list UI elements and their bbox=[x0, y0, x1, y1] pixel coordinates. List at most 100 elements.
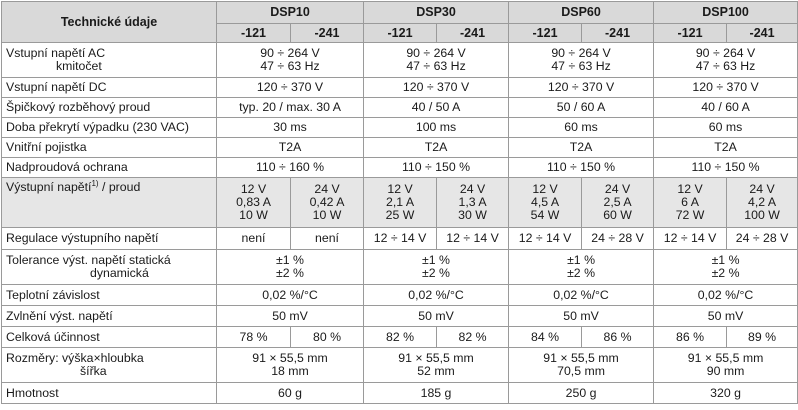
value-cell: typ. 20 / max. 30 A bbox=[215, 97, 365, 118]
row-label: Doba překrytí výpadku (230 VAC) bbox=[1, 117, 217, 138]
value-cell: 12 ÷ 14 V bbox=[508, 227, 583, 250]
header-title: Technické údaje bbox=[1, 1, 217, 43]
value-cell: 0,02 %/°C bbox=[215, 284, 365, 306]
value-cell: 89 % bbox=[726, 326, 798, 348]
variant-header: -121 bbox=[363, 23, 438, 43]
row-dimensions: Rozměry: výška×hloubka šířka 91 × 55,5 m… bbox=[1, 347, 798, 383]
variant-header: -241 bbox=[436, 23, 510, 43]
variant-header: -241 bbox=[581, 23, 655, 43]
output-cell: 12 V 4,5 A 54 W bbox=[508, 177, 583, 228]
value-cell: 120 ÷ 370 V bbox=[215, 77, 365, 98]
value-cell: 90 ÷ 264 V 47 ÷ 63 Hz bbox=[508, 42, 655, 78]
value-cell: 12 ÷ 14 V bbox=[436, 227, 510, 250]
row-label: Zvlnění výst. napětí bbox=[1, 305, 217, 327]
value-cell: 60 g bbox=[215, 382, 365, 404]
value-cell: 110 ÷ 150 % bbox=[653, 157, 798, 178]
row-output: Výstupní napětí1) / proud 12 V 0,83 A 10 W… bbox=[1, 177, 798, 228]
value-cell: 78 % bbox=[216, 326, 291, 348]
value-cell: 90 ÷ 264 V 47 ÷ 63 Hz bbox=[653, 42, 798, 78]
value-cell: T2A bbox=[215, 137, 365, 158]
variant-header: -121 bbox=[653, 23, 728, 43]
row-label: Teplotní závislost bbox=[1, 284, 217, 306]
value-cell: ±1 % ±2 % bbox=[508, 249, 655, 285]
row-label: Rozměry: výška×hloubka šířka bbox=[1, 347, 217, 383]
row-label: Špičkový rozběhový proud bbox=[1, 97, 217, 118]
value-cell: 90 ÷ 264 V 47 ÷ 63 Hz bbox=[215, 42, 365, 78]
output-cell: 24 V 4,2 A 100 W bbox=[726, 177, 798, 228]
output-cell: 12 V 0,83 A 10 W bbox=[216, 177, 291, 228]
value-cell: T2A bbox=[363, 137, 510, 158]
row-fuse: Vnitřní pojistka T2A T2A T2A T2A bbox=[1, 137, 798, 158]
value-cell: 0,02 %/°C bbox=[653, 284, 798, 306]
value-cell: ±1 % ±2 % bbox=[215, 249, 365, 285]
model-dsp10: DSP10 bbox=[215, 1, 365, 24]
value-cell: 24 ÷ 28 V bbox=[726, 227, 798, 250]
value-cell: 40 / 60 A bbox=[653, 97, 798, 118]
value-cell: 0,02 %/°C bbox=[363, 284, 510, 306]
row-input-ac: Vstupní napětí AC kmitočet 90 ÷ 264 V 47 … bbox=[1, 42, 798, 78]
value-cell: 0,02 %/°C bbox=[508, 284, 655, 306]
row-label: Vstupní napětí DC bbox=[1, 77, 217, 98]
value-cell: 250 g bbox=[508, 382, 655, 404]
value-cell: 120 ÷ 370 V bbox=[508, 77, 655, 98]
output-cell: 24 V 1,3 A 30 W bbox=[436, 177, 510, 228]
value-cell: 50 mV bbox=[363, 305, 510, 327]
value-cell: není bbox=[216, 227, 291, 250]
value-cell: 12 ÷ 14 V bbox=[653, 227, 728, 250]
value-cell: 60 ms bbox=[508, 117, 655, 138]
row-label: Vnitřní pojistka bbox=[1, 137, 217, 158]
value-cell: 82 % bbox=[436, 326, 510, 348]
value-cell: 50 / 60 A bbox=[508, 97, 655, 118]
row-efficiency: Celková účinnost 78 % 80 % 82 % 82 % 84 … bbox=[1, 326, 798, 348]
row-input-dc: Vstupní napětí DC 120 ÷ 370 V 120 ÷ 370 … bbox=[1, 77, 798, 98]
value-cell: 91 × 55,5 mm 52 mm bbox=[363, 347, 510, 383]
row-tempco: Teplotní závislost 0,02 %/°C 0,02 %/°C 0… bbox=[1, 284, 798, 306]
model-dsp30: DSP30 bbox=[363, 1, 510, 24]
value-cell: 91 × 55,5 mm 70,5 mm bbox=[508, 347, 655, 383]
row-label: Výstupní napětí1) / proud bbox=[1, 177, 217, 228]
value-cell: 84 % bbox=[508, 326, 583, 348]
value-cell: 50 mV bbox=[508, 305, 655, 327]
value-cell: 50 mV bbox=[653, 305, 798, 327]
value-cell: 320 g bbox=[653, 382, 798, 404]
variant-header: -121 bbox=[216, 23, 291, 43]
row-label: Tolerance výst. napětí statická dynamick… bbox=[1, 249, 217, 285]
row-weight: Hmotnost 60 g 185 g 250 g 320 g bbox=[1, 382, 798, 404]
value-cell: T2A bbox=[508, 137, 655, 158]
value-cell: 86 % bbox=[581, 326, 655, 348]
value-cell: 30 ms bbox=[215, 117, 365, 138]
value-cell: 82 % bbox=[363, 326, 438, 348]
value-cell: 86 % bbox=[653, 326, 728, 348]
value-cell: 40 / 50 A bbox=[363, 97, 510, 118]
row-label: Regulace výstupního napětí bbox=[1, 227, 217, 250]
model-dsp100: DSP100 bbox=[653, 1, 798, 24]
value-cell: T2A bbox=[653, 137, 798, 158]
value-cell: 60 ms bbox=[653, 117, 798, 138]
value-cell: 50 mV bbox=[215, 305, 365, 327]
value-cell: 185 g bbox=[363, 382, 510, 404]
row-holdup: Doba překrytí výpadku (230 VAC) 30 ms 10… bbox=[1, 117, 798, 138]
value-cell: 91 × 55,5 mm 18 mm bbox=[215, 347, 365, 383]
value-cell: není bbox=[289, 227, 365, 250]
value-cell: 120 ÷ 370 V bbox=[653, 77, 798, 98]
value-cell: 110 ÷ 150 % bbox=[363, 157, 510, 178]
row-overcurrent: Nadproudová ochrana 110 ÷ 160 % 110 ÷ 15… bbox=[1, 157, 798, 178]
row-label: Hmotnost bbox=[1, 382, 217, 404]
row-label: Nadproudová ochrana bbox=[1, 157, 217, 178]
row-ripple: Zvlnění výst. napětí 50 mV 50 mV 50 mV 5… bbox=[1, 305, 798, 327]
value-cell: 80 % bbox=[289, 326, 365, 348]
variant-header: -241 bbox=[726, 23, 798, 43]
model-dsp60: DSP60 bbox=[508, 1, 655, 24]
value-cell: 120 ÷ 370 V bbox=[363, 77, 510, 98]
value-cell: 91 × 55,5 mm 90 mm bbox=[653, 347, 798, 383]
value-cell: 12 ÷ 14 V bbox=[363, 227, 438, 250]
value-cell: ±1 % ±2 % bbox=[653, 249, 798, 285]
output-cell: 24 V 0,42 A 10 W bbox=[289, 177, 365, 228]
output-cell: 24 V 2,5 A 60 W bbox=[581, 177, 655, 228]
row-label: Celková účinnost bbox=[1, 326, 217, 348]
value-cell: 100 ms bbox=[363, 117, 510, 138]
value-cell: 110 ÷ 150 % bbox=[508, 157, 655, 178]
variant-header: -241 bbox=[289, 23, 365, 43]
row-tolerance: Tolerance výst. napětí statická dynamick… bbox=[1, 249, 798, 285]
row-inrush: Špičkový rozběhový proud typ. 20 / max. … bbox=[1, 97, 798, 118]
